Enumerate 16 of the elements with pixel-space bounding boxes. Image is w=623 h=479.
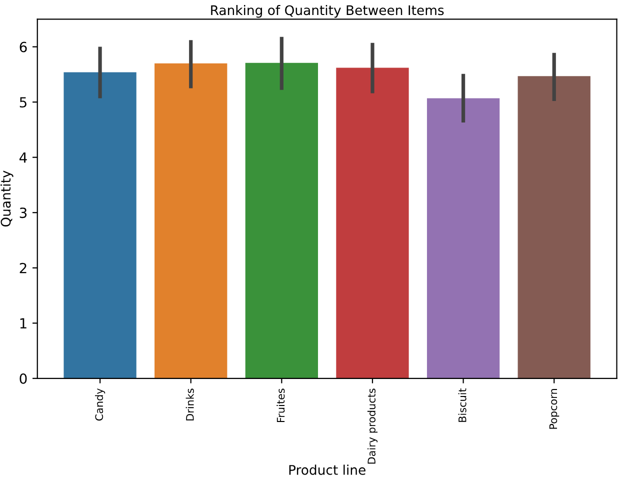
y-tick-label: 2: [20, 262, 26, 274]
x-axis-title: Product line: [289, 464, 366, 475]
x-tick-label: Candy: [95, 388, 106, 421]
chart-title: Ranking of Quantity Between Items: [211, 4, 444, 18]
y-tick-label: 4: [20, 152, 27, 163]
x-tick-label: Dairy products: [367, 388, 378, 464]
y-axis-title: Quantity: [0, 170, 14, 227]
y-tick-label: 1: [20, 318, 26, 328]
x-tick-label: Biscuit: [458, 388, 466, 422]
y-tick-label: 3: [20, 208, 27, 218]
x-tick-label: Fruites: [276, 388, 285, 422]
x-tick-label: Popcorn: [549, 389, 560, 429]
y-tick-label: 0: [20, 373, 27, 384]
x-tick-label: Drinks: [186, 388, 194, 420]
y-tick-label: 6: [20, 42, 27, 52]
y-tick-label: 5: [20, 97, 26, 108]
